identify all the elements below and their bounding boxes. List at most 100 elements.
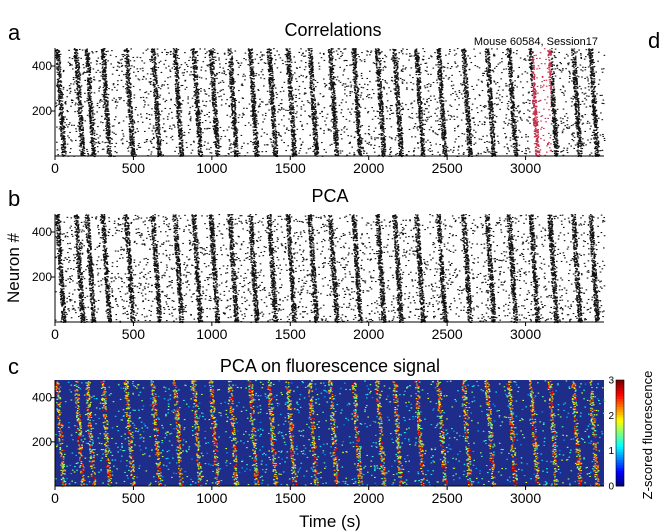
raster-dot xyxy=(81,122,84,124)
raster-dot xyxy=(158,96,161,98)
raster-dot xyxy=(438,88,441,90)
raster-dot xyxy=(95,142,97,144)
raster-dot xyxy=(69,92,71,94)
raster-dot xyxy=(80,120,82,122)
raster-dot xyxy=(151,70,154,72)
raster-dot xyxy=(261,114,264,116)
raster-dot xyxy=(228,140,231,142)
raster-dot xyxy=(157,141,159,143)
raster-dot xyxy=(536,57,538,59)
raster-dot xyxy=(188,132,190,134)
raster-dot xyxy=(89,94,91,96)
raster-dot xyxy=(158,142,161,144)
raster-dot xyxy=(59,109,62,111)
raster-dot xyxy=(314,80,317,82)
raster-dot xyxy=(517,75,520,77)
raster-dot xyxy=(133,141,135,143)
raster-dot xyxy=(333,51,335,53)
raster-dot xyxy=(154,107,157,109)
raster-dot xyxy=(79,89,82,91)
raster-dot xyxy=(286,127,288,129)
raster-dot xyxy=(92,148,94,150)
raster-dot xyxy=(139,57,142,59)
raster-dot xyxy=(125,64,127,66)
raster-dot xyxy=(298,152,300,154)
raster-dot xyxy=(172,124,175,126)
raster-dot xyxy=(238,114,241,116)
raster-dot xyxy=(61,104,64,106)
raster-dot xyxy=(518,112,520,114)
raster-dot xyxy=(452,149,455,151)
raster-dot xyxy=(524,152,526,154)
raster-dot xyxy=(156,128,159,130)
raster-dot xyxy=(426,84,429,86)
raster-dot xyxy=(156,108,159,110)
raster-dot xyxy=(93,92,96,94)
raster-dot xyxy=(59,88,61,90)
raster-dot xyxy=(361,77,364,79)
raster-dot xyxy=(431,153,434,155)
raster-dot xyxy=(255,131,258,133)
raster-dot xyxy=(101,51,103,53)
raster-dot xyxy=(265,151,267,153)
raster-dot xyxy=(108,142,111,144)
raster-dot xyxy=(486,117,488,119)
raster-dot xyxy=(137,121,139,123)
raster-dot xyxy=(346,128,348,130)
raster-dot xyxy=(178,146,181,148)
raster-dot xyxy=(112,83,115,85)
raster-dot xyxy=(80,129,83,131)
raster-dot xyxy=(335,50,338,52)
raster-dot xyxy=(290,61,293,63)
raster-dot xyxy=(131,136,133,138)
raster-dot xyxy=(179,107,182,109)
raster-dot xyxy=(90,97,92,99)
raster-dot xyxy=(156,48,159,50)
raster-dot xyxy=(178,107,180,109)
raster-dot xyxy=(130,142,133,144)
raster-dot xyxy=(76,82,79,84)
raster-dot xyxy=(488,65,491,67)
raster-dot xyxy=(58,98,60,100)
raster-dot xyxy=(78,75,80,77)
raster-dot xyxy=(474,142,477,144)
raster-dot xyxy=(208,127,211,129)
raster-dot xyxy=(196,116,198,118)
raster-dot xyxy=(100,121,102,123)
raster-dot xyxy=(87,78,90,80)
raster-dot xyxy=(67,126,69,128)
raster-dot xyxy=(353,48,356,50)
raster-dot xyxy=(330,105,332,107)
raster-dot xyxy=(378,146,381,148)
raster-dot xyxy=(58,74,60,76)
raster-dot xyxy=(62,145,64,147)
raster-dot xyxy=(180,139,183,141)
raster-dot xyxy=(412,77,414,79)
raster-dot xyxy=(101,67,104,69)
raster-dot xyxy=(140,113,142,115)
raster-dot xyxy=(92,145,94,147)
raster-dot xyxy=(98,80,100,82)
raster-dot xyxy=(571,134,573,136)
raster-dot xyxy=(260,71,263,73)
raster-dot xyxy=(547,117,549,119)
raster-dot xyxy=(131,141,133,143)
raster-dot xyxy=(126,70,128,72)
raster-dot xyxy=(86,53,89,55)
raster-dot xyxy=(101,141,104,143)
raster-dot xyxy=(221,72,223,74)
raster-dot xyxy=(323,78,325,80)
raster-dot xyxy=(102,51,104,53)
raster-dot xyxy=(129,142,132,144)
raster-dot xyxy=(104,83,107,85)
raster-dot xyxy=(544,99,546,101)
raster-dot xyxy=(366,77,368,79)
raster-dot xyxy=(125,74,127,76)
raster-dot xyxy=(402,132,404,134)
raster-dot xyxy=(228,139,231,141)
raster-dot xyxy=(55,56,57,58)
raster-dot xyxy=(56,85,59,87)
raster-dot xyxy=(103,89,106,91)
raster-dot xyxy=(461,145,464,147)
raster-dot xyxy=(152,125,155,127)
